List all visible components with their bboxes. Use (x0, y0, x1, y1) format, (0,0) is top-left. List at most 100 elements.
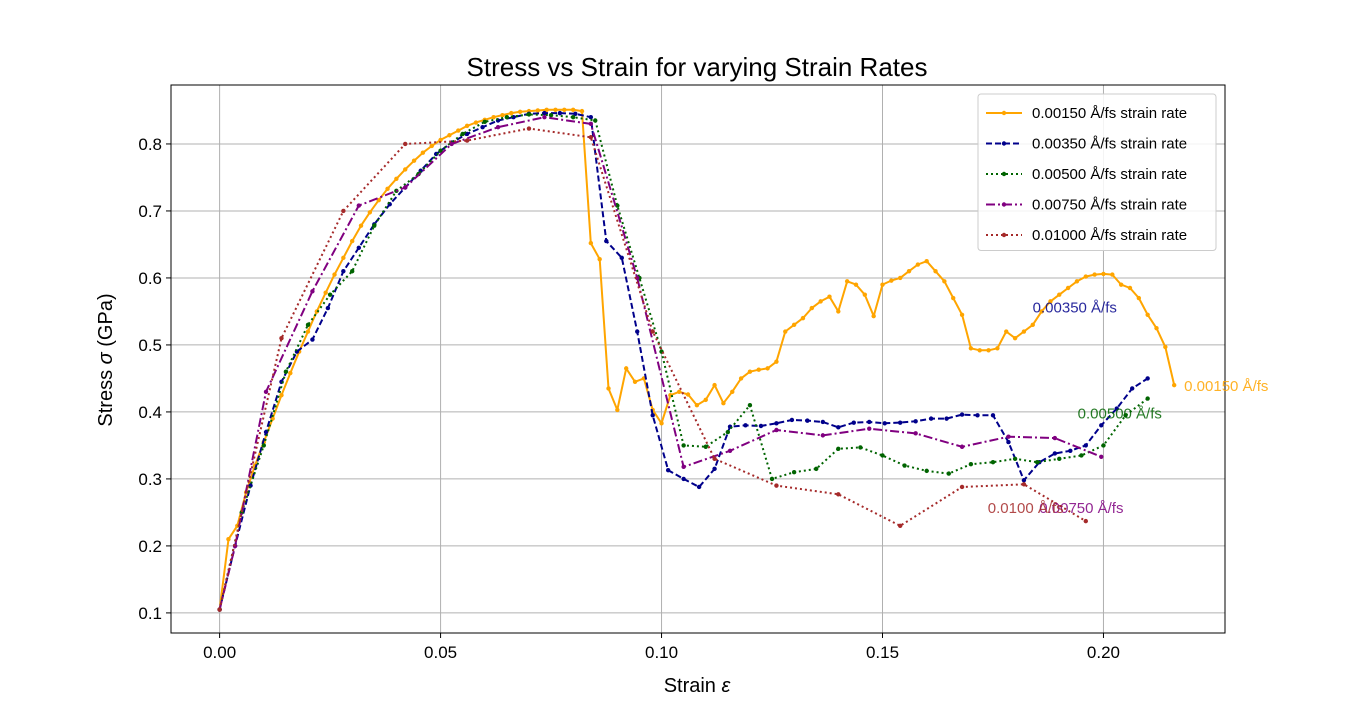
data-point (557, 110, 563, 116)
data-point (456, 128, 461, 133)
data-point (1068, 448, 1073, 453)
data-point (975, 413, 980, 418)
data-point (990, 413, 996, 418)
data-point (1129, 386, 1135, 391)
data-point (650, 329, 655, 334)
data-point (1006, 439, 1011, 445)
data-point (1145, 376, 1150, 381)
data-point (913, 431, 918, 436)
y-tick-labels: 0.1 0.2 0.3 0.4 0.5 0.6 0.7 0.8 (138, 135, 171, 623)
data-point (1083, 443, 1088, 448)
data-point (867, 419, 872, 425)
data-point (332, 272, 337, 277)
data-point (526, 126, 532, 131)
legend-label: 0.00350 Å/fs strain rate (1032, 136, 1187, 153)
data-point (573, 111, 578, 117)
data-point (882, 421, 887, 426)
data-point (491, 114, 496, 120)
data-point (897, 275, 903, 281)
data-point (959, 444, 965, 449)
data-point (403, 167, 408, 172)
data-point (542, 110, 547, 116)
data-point (951, 295, 956, 301)
data-point (738, 376, 744, 381)
data-point (924, 468, 929, 474)
data-point (977, 348, 982, 353)
x-tick-label: 0.05 (424, 643, 457, 662)
data-point (447, 133, 452, 138)
data-point (665, 468, 671, 473)
data-point (570, 114, 576, 120)
data-point (1057, 292, 1062, 297)
data-point (1012, 336, 1018, 341)
data-point (597, 256, 602, 262)
data-point (403, 141, 408, 147)
data-point (791, 470, 797, 475)
data-point (358, 223, 364, 228)
data-point (765, 366, 770, 371)
data-point (1021, 329, 1027, 334)
data-point (928, 416, 934, 421)
data-point (288, 370, 293, 376)
x-tick-label: 0.00 (203, 643, 236, 662)
data-point (504, 114, 510, 120)
data-point (449, 141, 454, 147)
data-point (593, 118, 598, 123)
data-point (1101, 271, 1106, 277)
data-point (809, 305, 814, 311)
data-point (1145, 396, 1150, 401)
y-tick-label: 0.4 (138, 403, 162, 422)
series-2 (217, 112, 1150, 612)
data-point (774, 483, 779, 488)
series-4 (217, 126, 1088, 612)
data-point (986, 348, 991, 353)
data-point (836, 309, 841, 314)
data-point (681, 476, 686, 482)
data-point (1039, 309, 1044, 314)
data-point (526, 112, 532, 117)
data-point (349, 238, 355, 244)
data-point (703, 397, 708, 403)
data-point (1092, 272, 1097, 277)
legend-marker (1001, 141, 1007, 146)
data-point (769, 476, 775, 482)
data-point (1110, 272, 1115, 277)
data-point (460, 131, 465, 137)
data-point (509, 110, 514, 116)
x-tick-labels: 0.00 0.05 0.10 0.15 0.20 (203, 633, 1120, 662)
data-point (789, 417, 795, 423)
data-point (1136, 295, 1142, 301)
data-point (1004, 329, 1009, 334)
data-point (411, 158, 417, 163)
data-point (791, 322, 797, 328)
data-point (946, 471, 951, 476)
data-point (712, 382, 717, 388)
data-point (747, 403, 753, 408)
data-point (1034, 459, 1040, 465)
data-point (588, 135, 594, 140)
data-point (1057, 456, 1062, 462)
data-point (725, 429, 731, 435)
data-point (1101, 443, 1106, 448)
series-annotation: 0.00150 Å/fs (1184, 378, 1268, 395)
data-point (959, 412, 965, 417)
series-line (218, 116, 1102, 610)
data-point (853, 282, 859, 287)
data-point (1099, 454, 1104, 460)
data-point (703, 444, 708, 449)
data-point (1083, 518, 1088, 524)
data-point (1127, 285, 1133, 291)
data-point (774, 421, 779, 426)
legend: 0.00150 Å/fs strain rate 0.00350 Å/fs str… (977, 93, 1217, 251)
data-point (562, 107, 567, 112)
series-annotation: 0.00750 Å/fs (1039, 500, 1123, 517)
y-tick-label: 0.2 (138, 537, 162, 556)
data-point (394, 176, 399, 181)
data-point (1099, 423, 1104, 428)
data-point (480, 125, 485, 130)
data-point (615, 203, 620, 208)
data-point (800, 315, 806, 321)
data-point (438, 137, 443, 143)
data-point (862, 292, 868, 297)
data-point (959, 484, 965, 490)
